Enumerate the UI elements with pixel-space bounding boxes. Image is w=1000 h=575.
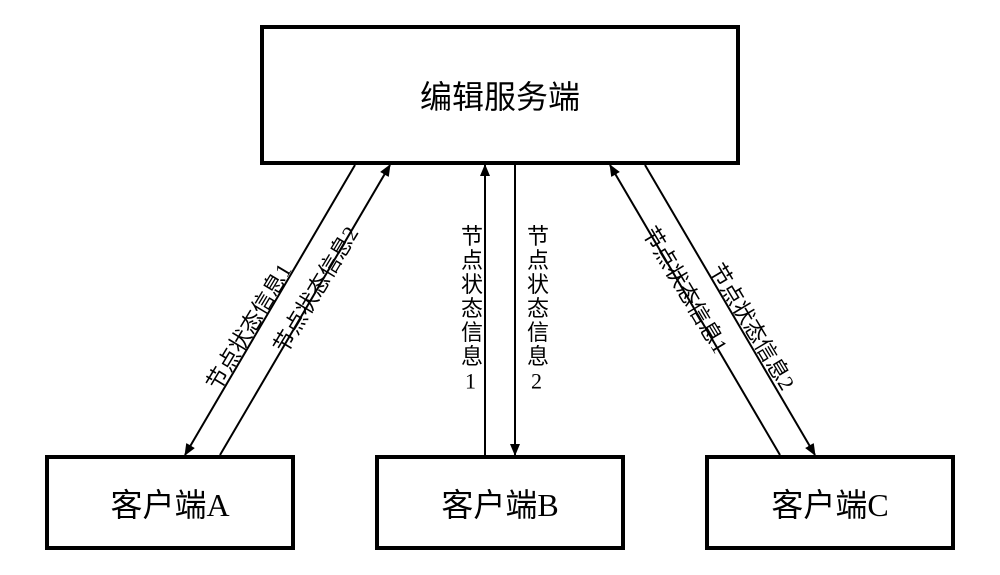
client-a-label: 客户端A [110,480,229,526]
client-b-label: 客户端B [441,480,558,526]
server-node: 编辑服务端 [260,25,740,165]
client-c-node: 客户端C [705,455,955,550]
client-c-label: 客户端C [771,480,888,526]
client-a-node: 客户端A [45,455,295,550]
server-label: 编辑服务端 [420,72,580,118]
client-b-node: 客户端B [375,455,625,550]
edge-label-b_down: 节点状态信息2 [524,225,549,396]
diagram-stage: 节点状态信息1节点状态信息2节点状态信息1节点状态信息2节点状态信息1节点状态信… [0,0,1000,575]
edge-label-b_up: 节点状态信息1 [458,225,483,396]
